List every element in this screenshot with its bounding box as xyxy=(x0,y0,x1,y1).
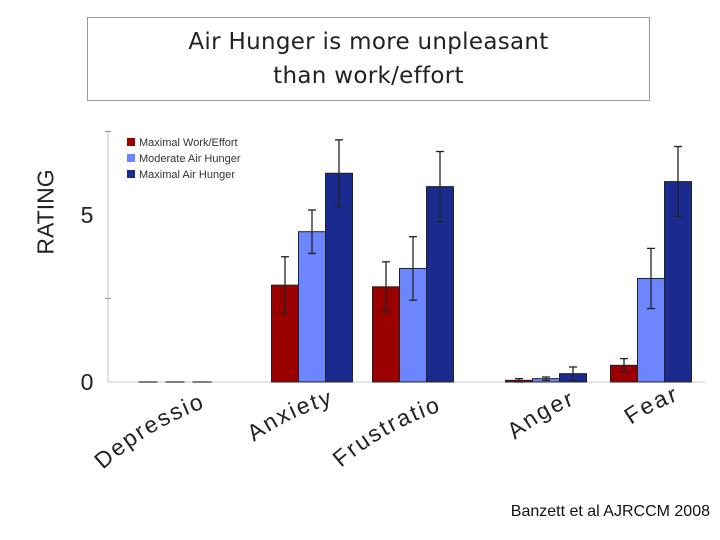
legend-label: Maximal Work/Effort xyxy=(139,137,238,149)
chart-title-box: Air Hunger is more unpleasant than work/… xyxy=(87,17,650,101)
legend-label: Maximal Air Hunger xyxy=(139,169,235,181)
legend-swatch xyxy=(127,138,135,146)
category-label: Anxiety xyxy=(242,384,336,446)
category-label: Depression xyxy=(0,0,208,474)
category-label: Anger xyxy=(502,385,578,444)
category-label: Frustration xyxy=(0,0,442,472)
chart-title-line-1: Air Hunger is more unpleasant xyxy=(188,29,549,55)
legend-label: Moderate Air Hunger xyxy=(139,153,241,165)
bar xyxy=(271,284,299,383)
bar xyxy=(325,172,353,383)
y-tick-label: 5 xyxy=(81,202,94,228)
y-tick-label: 0 xyxy=(81,369,94,395)
bar xyxy=(664,181,692,383)
legend-swatch xyxy=(127,154,135,162)
legend-swatch xyxy=(127,170,135,178)
category-label: Fear xyxy=(619,380,681,429)
chart-title-line-2: than work/effort xyxy=(273,63,464,89)
bar xyxy=(298,231,326,383)
citation: Banzett et al AJRCCM 2008 xyxy=(510,503,710,520)
